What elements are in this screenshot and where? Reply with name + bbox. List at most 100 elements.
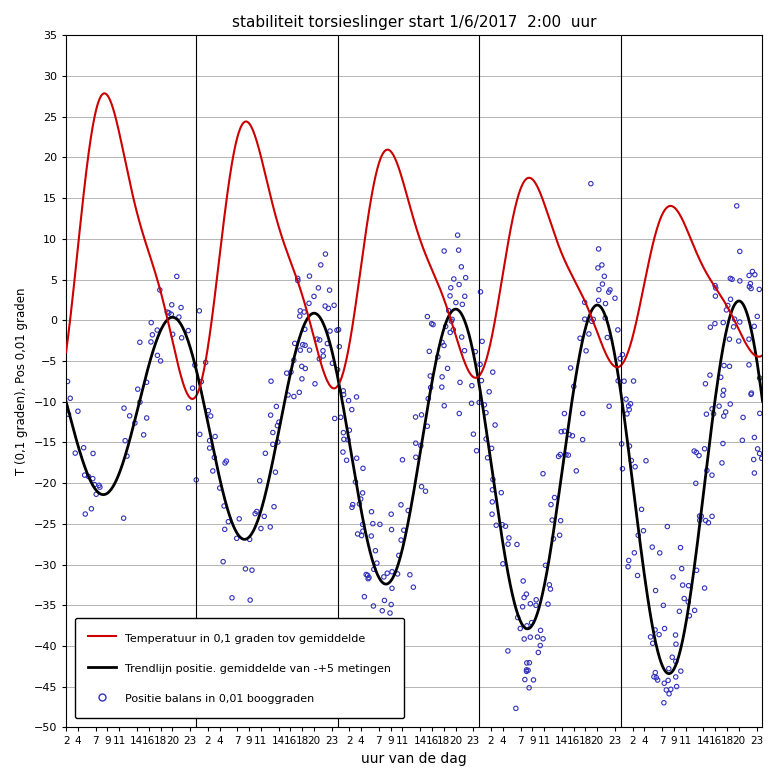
Point [395, 533, 407, 546]
Point [704, 321, 717, 333]
Point [154, 355, 167, 367]
Point [736, 434, 749, 447]
Point [346, 403, 358, 415]
Point [640, 455, 652, 467]
Point [381, 567, 393, 580]
Point [397, 454, 409, 466]
Point [384, 607, 397, 619]
Point [298, 323, 311, 336]
Point [744, 277, 756, 290]
Point [476, 335, 488, 348]
Point [509, 702, 522, 715]
Point [599, 312, 612, 324]
Point [723, 333, 735, 345]
Point [728, 313, 741, 326]
Point [519, 673, 531, 686]
Point [447, 323, 460, 336]
Point [331, 324, 344, 337]
Point [153, 284, 166, 296]
Point [365, 505, 378, 518]
Point [534, 640, 547, 652]
Point [421, 310, 434, 323]
Point [592, 262, 605, 274]
Point [631, 569, 643, 582]
Point [620, 393, 633, 405]
Point [438, 339, 450, 351]
Point [340, 454, 353, 466]
Point [303, 344, 315, 356]
Point [226, 591, 238, 604]
Point [337, 433, 350, 445]
Point [467, 428, 480, 440]
Point [555, 515, 567, 527]
Point [614, 352, 626, 365]
Point [693, 514, 706, 526]
Point [268, 501, 280, 513]
Point [625, 455, 637, 467]
Point [255, 522, 267, 535]
Point [415, 408, 428, 421]
Point [474, 358, 486, 371]
Point [596, 259, 608, 271]
Point [93, 481, 106, 494]
Point [312, 282, 325, 294]
Point [709, 290, 721, 302]
Point [709, 280, 721, 292]
Point [79, 508, 91, 520]
Point [299, 362, 312, 375]
Point [570, 465, 583, 477]
Point [319, 248, 332, 260]
Point [481, 451, 494, 464]
Point [303, 297, 315, 309]
Point [233, 512, 245, 525]
Point [612, 375, 624, 387]
Point [404, 569, 416, 581]
Point [85, 502, 97, 515]
Point [321, 337, 333, 350]
Point [203, 442, 216, 455]
Point [218, 500, 231, 512]
Point [714, 371, 727, 383]
Point [351, 528, 364, 540]
Point [171, 270, 183, 283]
Point [220, 455, 233, 467]
Point [140, 376, 153, 388]
Point [732, 335, 745, 348]
Point [438, 244, 450, 257]
Point [445, 315, 457, 327]
Point [555, 426, 567, 438]
Point [291, 274, 304, 287]
Point [753, 284, 766, 296]
Point [317, 344, 330, 357]
Point [579, 313, 591, 326]
Point [239, 562, 252, 575]
Point [608, 292, 621, 305]
Point [266, 438, 279, 451]
Point [601, 331, 614, 344]
Point [294, 305, 306, 317]
Point [566, 430, 579, 442]
Point [743, 269, 756, 282]
Point [734, 245, 746, 258]
Point [502, 644, 514, 657]
Point [724, 398, 736, 410]
Point [86, 473, 99, 485]
Point [165, 308, 178, 320]
Point [717, 389, 729, 401]
Point [683, 609, 696, 622]
Point [698, 443, 710, 455]
Point [676, 579, 689, 591]
Point [353, 497, 365, 510]
Point [490, 519, 502, 532]
Point [552, 450, 565, 462]
Point [291, 272, 304, 284]
Point [474, 286, 487, 298]
Point [299, 339, 312, 351]
Point [453, 407, 466, 419]
Point [195, 376, 207, 388]
Point [297, 338, 309, 351]
Point [669, 655, 682, 668]
Point [315, 259, 327, 271]
Point [123, 409, 136, 422]
Point [663, 687, 675, 700]
